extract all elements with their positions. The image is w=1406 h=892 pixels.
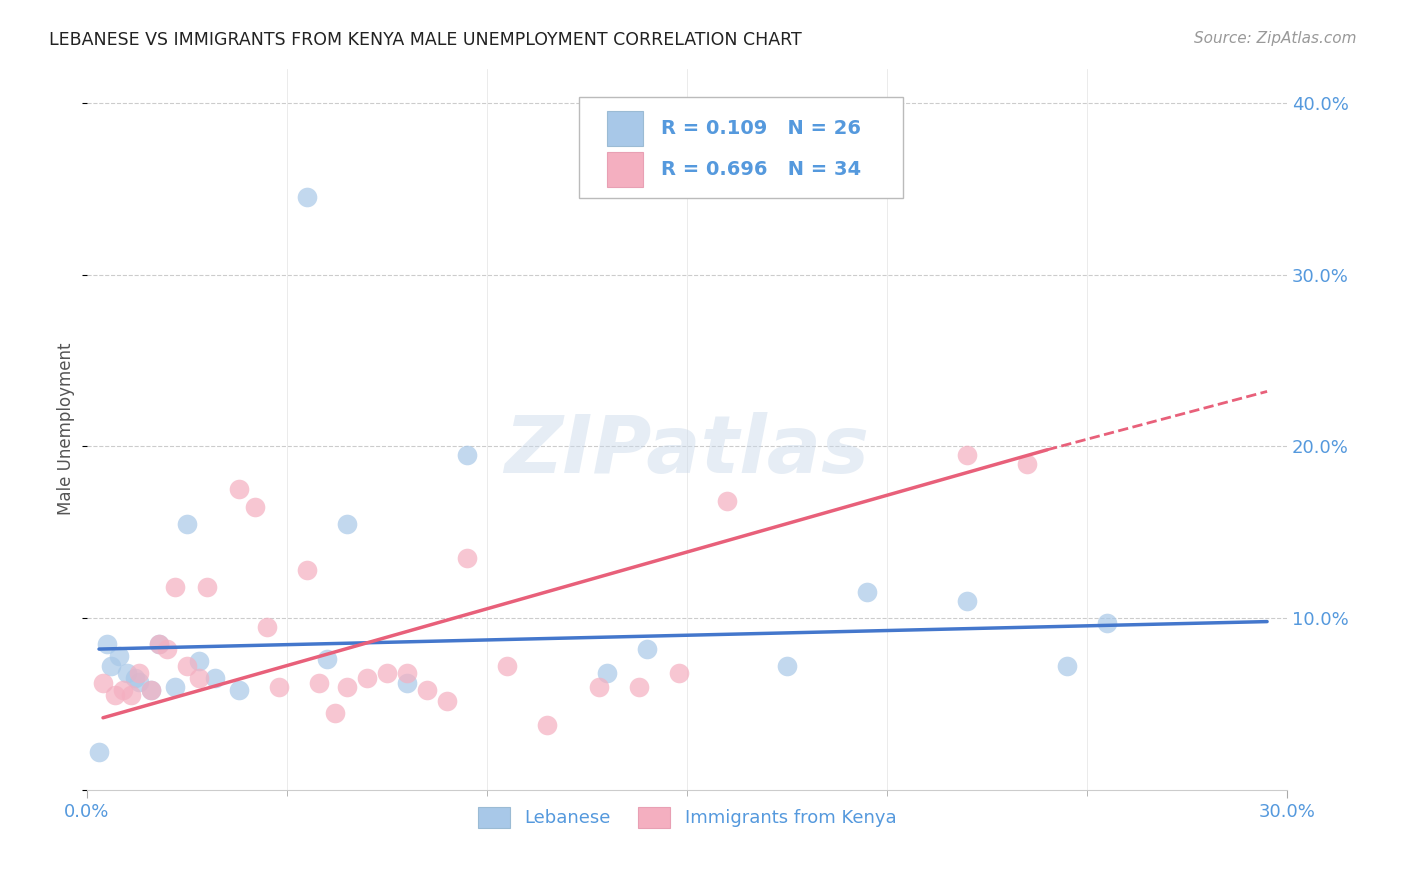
Point	[436, 693, 458, 707]
Point	[588, 680, 610, 694]
Point	[956, 448, 979, 462]
Point	[100, 659, 122, 673]
Point	[128, 674, 150, 689]
Point	[128, 666, 150, 681]
Point	[267, 680, 290, 694]
Point	[163, 680, 186, 694]
Point	[1056, 659, 1078, 673]
Point	[956, 594, 979, 608]
Point	[176, 516, 198, 531]
Legend: Lebanese, Immigrants from Kenya: Lebanese, Immigrants from Kenya	[471, 800, 904, 835]
Text: R = 0.696   N = 34: R = 0.696 N = 34	[661, 160, 860, 179]
Point	[1095, 616, 1118, 631]
Point	[188, 654, 211, 668]
Point	[108, 648, 131, 663]
Point	[395, 676, 418, 690]
FancyBboxPatch shape	[606, 112, 643, 145]
Point	[111, 683, 134, 698]
Point	[776, 659, 799, 673]
Point	[336, 516, 359, 531]
Point	[1015, 457, 1038, 471]
Point	[636, 642, 658, 657]
Point	[91, 676, 114, 690]
Point	[204, 671, 226, 685]
Point	[104, 689, 127, 703]
Point	[148, 637, 170, 651]
Point	[228, 483, 250, 497]
Point	[496, 659, 519, 673]
FancyBboxPatch shape	[579, 97, 903, 198]
Point	[139, 683, 162, 698]
Point	[243, 500, 266, 514]
Text: Source: ZipAtlas.com: Source: ZipAtlas.com	[1194, 31, 1357, 46]
Point	[139, 683, 162, 698]
Point	[256, 620, 278, 634]
Text: R = 0.109   N = 26: R = 0.109 N = 26	[661, 119, 860, 138]
Point	[323, 706, 346, 720]
Text: ZIPatlas: ZIPatlas	[505, 412, 869, 490]
Point	[716, 494, 738, 508]
Point	[536, 717, 558, 731]
Point	[115, 666, 138, 681]
FancyBboxPatch shape	[606, 153, 643, 186]
Point	[856, 585, 879, 599]
Point	[87, 745, 110, 759]
Point	[295, 563, 318, 577]
Text: LEBANESE VS IMMIGRANTS FROM KENYA MALE UNEMPLOYMENT CORRELATION CHART: LEBANESE VS IMMIGRANTS FROM KENYA MALE U…	[49, 31, 801, 49]
Y-axis label: Male Unemployment: Male Unemployment	[58, 343, 75, 516]
Point	[228, 683, 250, 698]
Point	[163, 580, 186, 594]
Point	[336, 680, 359, 694]
Point	[456, 551, 478, 566]
Point	[316, 652, 339, 666]
Point	[596, 666, 619, 681]
Point	[148, 637, 170, 651]
Point	[156, 642, 179, 657]
Point	[96, 637, 118, 651]
Point	[456, 448, 478, 462]
Point	[628, 680, 651, 694]
Point	[375, 666, 398, 681]
Point	[124, 671, 146, 685]
Point	[195, 580, 218, 594]
Point	[120, 689, 142, 703]
Point	[176, 659, 198, 673]
Point	[356, 671, 378, 685]
Point	[395, 666, 418, 681]
Point	[668, 666, 690, 681]
Point	[416, 683, 439, 698]
Point	[308, 676, 330, 690]
Point	[295, 190, 318, 204]
Point	[188, 671, 211, 685]
